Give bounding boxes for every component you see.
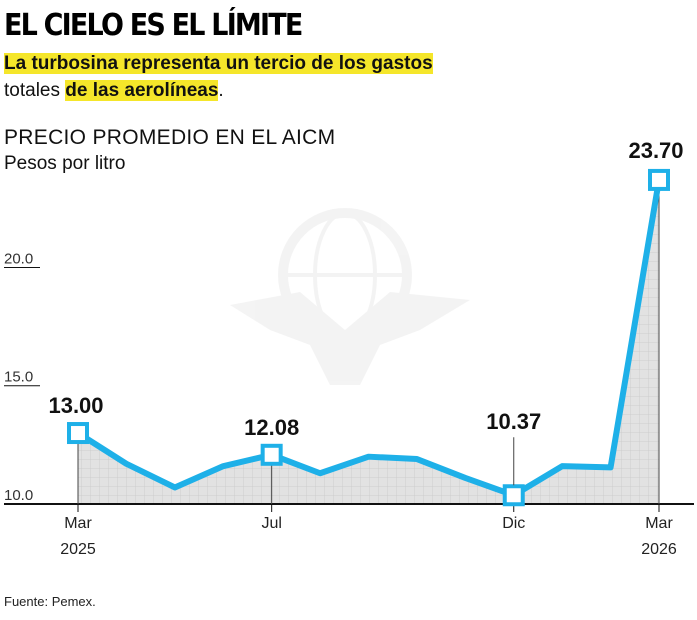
subtitle-highlight-1: La turbosina representa un tercio de los…: [4, 53, 433, 74]
data-label: 12.08: [244, 415, 299, 440]
y-tick-label: 15.0: [4, 369, 33, 386]
data-label: 10.37: [486, 409, 541, 434]
series-line: [75, 176, 662, 499]
data-label: 13.00: [48, 393, 103, 418]
data-point-marker: [502, 484, 525, 507]
chart-heading: PRECIO PROMEDIO EN EL AICM: [4, 126, 336, 149]
y-axis-unit: Pesos por litro: [4, 153, 126, 174]
plot-area: 10.0 15.0 20.0 Mar 2025 Jul Dic Mar 2026 13.00 12.…: [4, 138, 694, 558]
subtitle-end: .: [218, 80, 224, 101]
x-tick-label: Mar: [645, 515, 673, 532]
y-tick-label: 20.0: [4, 250, 33, 267]
x-tick-label: Mar: [64, 515, 92, 532]
subtitle-plain: totales: [4, 80, 66, 101]
x-tick-year-label: 2026: [641, 541, 677, 558]
x-tick-year-label: 2025: [60, 541, 96, 558]
x-tick-label: Jul: [261, 515, 281, 532]
data-point-marker: [648, 168, 670, 191]
data-point-marker: [260, 443, 283, 466]
data-point-marker: [67, 422, 89, 445]
watermark-emblem: [230, 208, 470, 385]
source-note: Fuente: Pemex.: [4, 594, 96, 609]
data-label: 23.70: [628, 138, 683, 163]
chart-title-main: EL CIELO ES EL LÍMITE: [4, 8, 303, 43]
y-tick-label: 10.0: [4, 487, 33, 504]
subtitle: La turbosina representa un tercio de los…: [4, 50, 524, 104]
subtitle-highlight-2: de las aerolíneas: [65, 80, 219, 101]
x-tick-label: Dic: [502, 515, 525, 532]
